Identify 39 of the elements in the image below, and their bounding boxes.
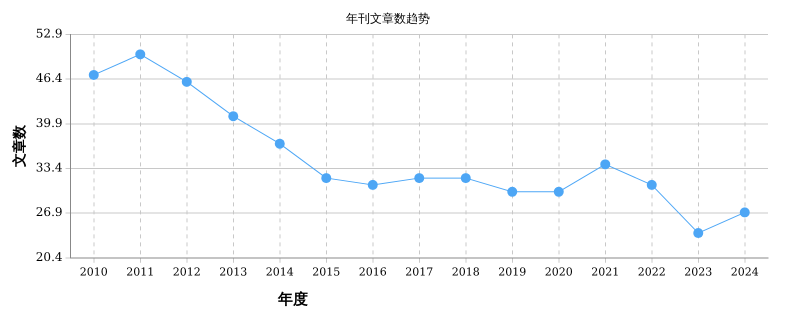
x-tick-label: 2015 <box>312 265 340 278</box>
x-tick-label: 2016 <box>358 265 387 278</box>
point <box>368 180 378 190</box>
point <box>88 70 99 80</box>
chart-title: 年刊文章数趋势 <box>346 11 430 26</box>
x-tick-label: 2011 <box>126 265 154 278</box>
point <box>414 173 424 184</box>
x-tick-label: 2019 <box>498 265 526 278</box>
x-tick-label: 2012 <box>172 265 201 278</box>
x-axis-title: 年度 <box>278 290 308 309</box>
point <box>135 49 146 60</box>
x-tick-label: 2017 <box>405 265 434 278</box>
point <box>182 76 192 87</box>
point <box>460 173 471 184</box>
y-tick-label: 39.9 <box>36 116 63 130</box>
point <box>554 186 564 197</box>
x-tick-label: 2020 <box>544 265 573 278</box>
x-tick-label: 2024 <box>730 265 759 278</box>
x-tick-label: 2013 <box>219 265 248 278</box>
point <box>646 180 657 190</box>
point <box>600 159 610 170</box>
x-tick-label: 2021 <box>591 265 620 278</box>
point <box>507 186 518 197</box>
y-tick-label: 26.9 <box>36 205 63 220</box>
y-tick-label: 52.9 <box>36 26 63 41</box>
y-axis-title: 文章数 <box>11 124 28 168</box>
point <box>274 138 285 149</box>
x-tick-label: 2022 <box>638 265 666 278</box>
y-tick-label: 20.4 <box>36 250 63 264</box>
y-tick-label: 46.4 <box>36 71 63 86</box>
point <box>228 111 238 122</box>
x-tick-label: 2014 <box>266 265 294 278</box>
x-tick-label: 2018 <box>452 265 480 278</box>
point <box>740 207 750 218</box>
point <box>693 228 704 238</box>
x-tick-label: 2023 <box>684 265 712 278</box>
x-tick-label: 2010 <box>80 265 108 278</box>
point <box>321 173 332 184</box>
y-tick-label: 33.4 <box>36 160 63 175</box>
